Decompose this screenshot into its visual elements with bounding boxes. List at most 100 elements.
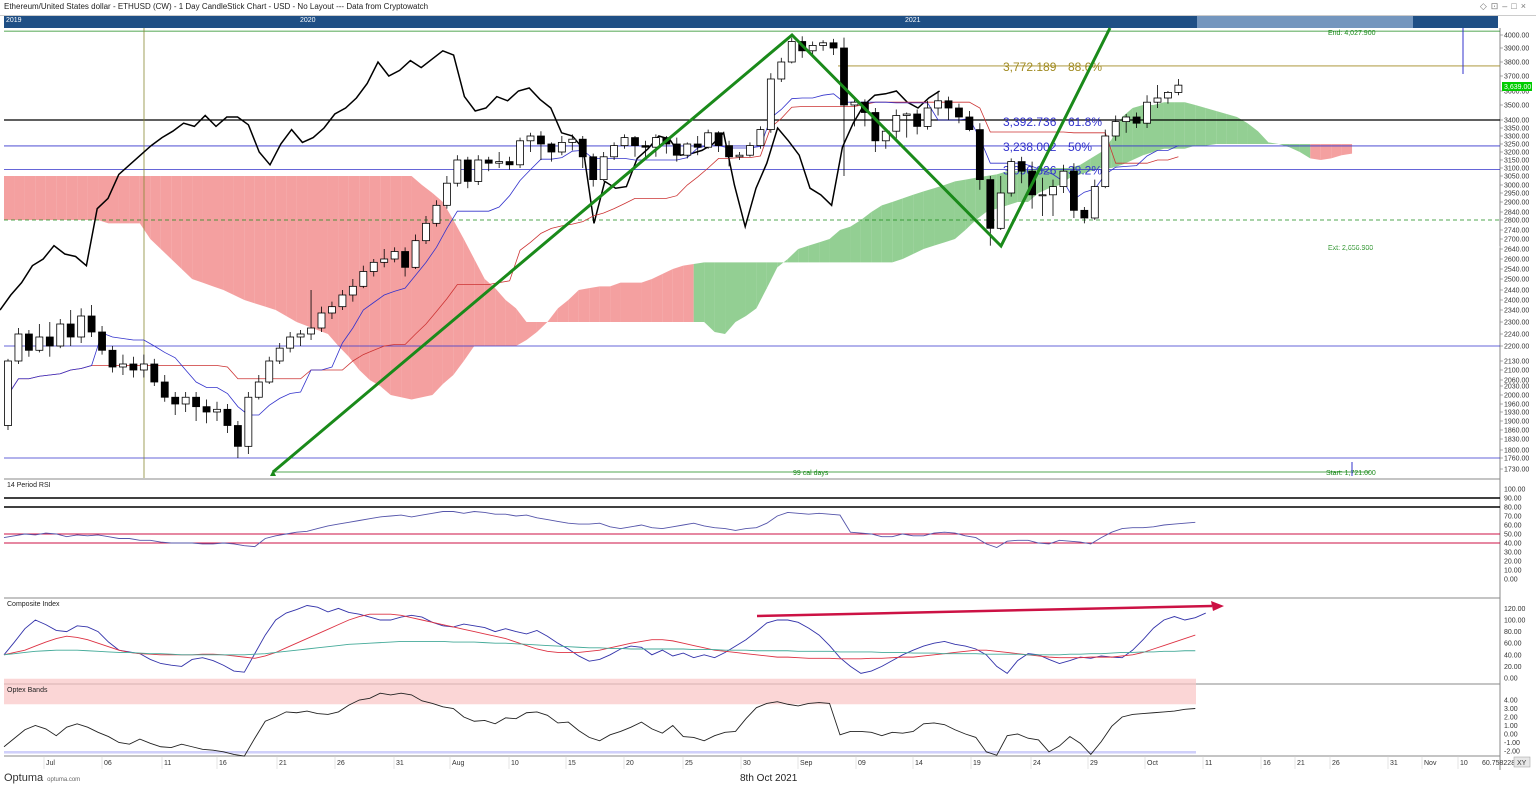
ichimoku-cloud-segment bbox=[1080, 158, 1091, 175]
ichimoku-cloud-segment bbox=[275, 176, 287, 316]
price-tick-label: 2200.00 bbox=[1504, 344, 1529, 351]
optex-tick-label: 4.00 bbox=[1504, 698, 1518, 705]
composite-tick-label: 60.00 bbox=[1504, 641, 1522, 648]
price-tick-label: 2900.00 bbox=[1504, 200, 1529, 207]
candle-body bbox=[213, 408, 221, 413]
x-tick-label: 16 bbox=[219, 760, 227, 767]
price-tick-label: 2700.00 bbox=[1504, 237, 1529, 244]
ichimoku-cloud-segment bbox=[317, 176, 328, 334]
diamond-icon[interactable]: ◇ bbox=[1479, 1, 1491, 11]
ichimoku-cloud-segment bbox=[213, 176, 224, 290]
composite-panel[interactable] bbox=[3, 601, 1224, 674]
candle-body bbox=[495, 161, 504, 164]
fib-level-percent: 61.8% bbox=[1068, 115, 1102, 129]
ichimoku-cloud-segment bbox=[1038, 168, 1049, 193]
candle-body bbox=[913, 113, 922, 127]
rsi-line bbox=[3, 511, 1196, 548]
optex-panel[interactable] bbox=[3, 678, 1196, 757]
window-controls[interactable]: ◇⊡–□× bbox=[1480, 1, 1530, 12]
x-tick-label: 19 bbox=[973, 760, 981, 767]
maximize-icon[interactable]: □ bbox=[1511, 1, 1521, 11]
candle-body bbox=[307, 327, 315, 335]
ichimoku-cloud-segment bbox=[819, 239, 830, 263]
candle-body bbox=[296, 333, 305, 338]
rsi-panel[interactable] bbox=[3, 497, 1500, 548]
days-label: 99 cal days bbox=[793, 470, 829, 477]
divergence-arrow-head bbox=[1211, 601, 1224, 611]
ichimoku-cloud-segment bbox=[704, 262, 715, 332]
candle-body bbox=[66, 323, 75, 338]
ichimoku-cloud-segment bbox=[139, 176, 151, 239]
x-tick-label: 06 bbox=[104, 760, 112, 767]
ichimoku-cloud-segment bbox=[442, 202, 454, 384]
candle-body bbox=[975, 129, 984, 181]
candle-body bbox=[965, 116, 974, 130]
end-label: End: 4,027.900 bbox=[1328, 30, 1376, 37]
ichimoku-cloud-segment bbox=[45, 176, 57, 220]
ichimoku-cloud-segment bbox=[1278, 144, 1290, 148]
minimize-icon[interactable]: – bbox=[1502, 1, 1512, 11]
candle-body bbox=[244, 396, 253, 447]
price-tick-label: 3150.00 bbox=[1504, 158, 1529, 165]
candle-body bbox=[620, 137, 629, 147]
overview-label-2019: 2019 bbox=[6, 17, 22, 24]
candle-body bbox=[328, 306, 336, 314]
candle-body bbox=[348, 285, 357, 296]
candle-body bbox=[819, 42, 827, 46]
candle-body bbox=[746, 145, 754, 156]
candle-body bbox=[902, 113, 911, 116]
price-tick-label: 3600.00 bbox=[1504, 89, 1529, 96]
rsi-tick-label: 80.00 bbox=[1504, 505, 1522, 512]
ichimoku-cloud-segment bbox=[745, 262, 757, 316]
corner-value: 60.758228 bbox=[1482, 760, 1515, 767]
x-tick-label: 31 bbox=[1390, 760, 1398, 767]
ichimoku-cloud-segment bbox=[589, 286, 600, 322]
ichimoku-cloud-segment bbox=[777, 259, 788, 268]
candle-body bbox=[756, 129, 765, 147]
x-tick-label: 16 bbox=[1263, 760, 1271, 767]
price-tick-label: 2640.00 bbox=[1504, 247, 1529, 254]
rsi-tick-label: 30.00 bbox=[1504, 550, 1522, 557]
ichimoku-cloud-segment bbox=[307, 176, 318, 330]
candle-body bbox=[474, 159, 483, 182]
ichimoku-cloud-segment bbox=[495, 288, 506, 346]
ichimoku-cloud-segment bbox=[98, 176, 109, 224]
ichimoku-cloud-segment bbox=[35, 176, 46, 220]
candle-body bbox=[119, 363, 127, 368]
price-tick-label: 2740.00 bbox=[1504, 228, 1529, 235]
price-tick-label: 2440.00 bbox=[1504, 288, 1529, 295]
ichimoku-cloud-segment bbox=[829, 230, 840, 263]
price-panel[interactable]: 3,772.189 88.6% 3,392.736 61.8% 3,238.002 50%… bbox=[0, 27, 1500, 478]
kijun-sen-line bbox=[7, 101, 1179, 396]
x-tick-label: 14 bbox=[915, 760, 923, 767]
price-tick-label: 2030.00 bbox=[1504, 384, 1529, 391]
ichimoku-cloud-segment bbox=[1216, 111, 1227, 144]
price-tick-label: 1730.00 bbox=[1504, 467, 1529, 474]
overview-window[interactable] bbox=[1197, 15, 1413, 28]
ichimoku-cloud-segment bbox=[380, 176, 391, 395]
close-icon[interactable]: × bbox=[1520, 1, 1530, 11]
optex-tick-label: 1.00 bbox=[1504, 723, 1518, 730]
rsi-tick-label: 10.00 bbox=[1504, 568, 1522, 575]
ichimoku-cloud-segment bbox=[463, 239, 475, 361]
ichimoku-cloud-segment bbox=[1268, 142, 1279, 144]
candle-body bbox=[160, 381, 169, 398]
start-label-bottom: Start: 1,721.000 bbox=[1326, 470, 1376, 477]
ichimoku-cloud-segment bbox=[620, 282, 631, 322]
ichimoku-cloud-segment bbox=[453, 220, 464, 375]
ichimoku-cloud-segment bbox=[557, 300, 569, 322]
ichimoku-cloud-segment bbox=[578, 288, 590, 322]
ichimoku-cloud-segment bbox=[1310, 144, 1321, 160]
ichimoku-cloud-segment bbox=[56, 176, 67, 220]
ichimoku-cloud-segment bbox=[1331, 144, 1342, 159]
xy-button[interactable] bbox=[1513, 756, 1531, 768]
fib-level-value: 3,238.002 bbox=[1003, 140, 1057, 154]
x-tick-label: Sep bbox=[800, 760, 813, 767]
ichimoku-cloud-segment bbox=[401, 176, 412, 400]
ichimoku-cloud-segment bbox=[87, 176, 99, 220]
lock-icon[interactable]: ⊡ bbox=[1490, 1, 1503, 11]
rsi-tick-label: 20.00 bbox=[1504, 559, 1522, 566]
x-tick-label: Nov bbox=[1424, 760, 1437, 767]
overview-strip[interactable] bbox=[4, 15, 1498, 28]
